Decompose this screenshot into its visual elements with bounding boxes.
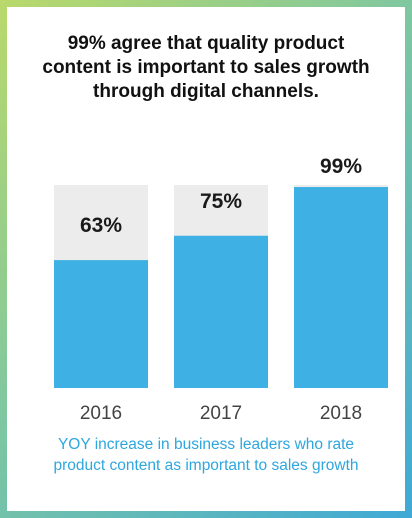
category-label-2016: 2016 — [80, 403, 122, 424]
caption-line-2: product content as important to sales gr… — [53, 457, 359, 474]
bar-chart: 63% 2016 75% 2017 99% 2018 — [54, 155, 388, 424]
title-line-3: through digital channels. — [93, 81, 319, 102]
value-label-2018: 99% — [320, 155, 362, 178]
bar-2017 — [174, 235, 268, 388]
bar-2016 — [54, 260, 148, 388]
category-label-2017: 2017 — [200, 403, 242, 424]
value-label-2017: 75% — [200, 190, 242, 213]
category-label-2018: 2018 — [320, 403, 362, 424]
value-label-2016: 63% — [80, 214, 122, 237]
caption-line-1: YOY increase in business leaders who rat… — [57, 436, 355, 453]
bar-2018 — [294, 187, 388, 388]
title-line-2: content is important to sales growth — [42, 57, 370, 78]
chart-title: 99% agree that quality product content i… — [10, 32, 402, 104]
title-line-1: 99% agree that quality product — [67, 33, 345, 54]
chart-caption: YOY increase in business leaders who rat… — [8, 434, 404, 476]
